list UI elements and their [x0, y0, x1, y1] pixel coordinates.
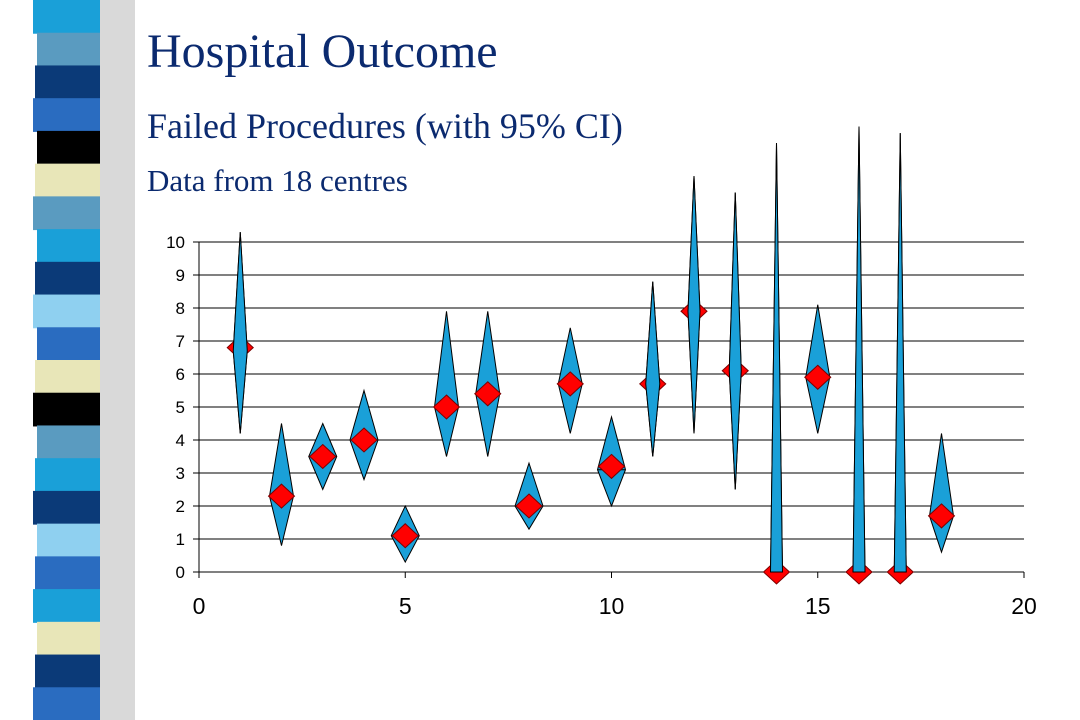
- y-tick-label: 9: [176, 266, 185, 285]
- stripe-band: [37, 229, 100, 263]
- y-tick-label: 8: [176, 299, 185, 318]
- point-marker: [556, 371, 584, 397]
- point-marker: [432, 394, 461, 420]
- point-marker: [597, 453, 626, 480]
- point-marker: [474, 381, 502, 407]
- stripe-shadow: [100, 0, 135, 720]
- stripe-band: [33, 392, 100, 427]
- stripe-band: [37, 327, 100, 361]
- y-tick-label: 4: [176, 431, 185, 450]
- stripe-band: [35, 261, 100, 296]
- ci-shape-overlay: [687, 175, 701, 434]
- point-marker: [350, 427, 378, 453]
- point-markers: [226, 126, 956, 585]
- y-tick-label: 2: [176, 497, 185, 516]
- y-tick-labels: 0 1 2 3 4 5 6 7 8 9 10: [166, 233, 185, 582]
- page-title: Hospital Outcome: [147, 25, 498, 78]
- stripe-band: [35, 65, 100, 100]
- point-marker: [804, 364, 832, 390]
- stripe-band: [35, 556, 100, 591]
- y-tick-label: 10: [166, 233, 185, 252]
- chart-subtitle: Failed Procedures (with 95% CI): [147, 106, 623, 146]
- y-tick-label: 7: [176, 332, 185, 351]
- stripe-band: [35, 654, 100, 689]
- y-tick-label: 1: [176, 530, 185, 549]
- ci-shape-overlay: [769, 142, 784, 573]
- x-tick-labels: 0 5 10 15 20: [193, 593, 1037, 619]
- point-marker: [309, 443, 337, 470]
- y-tick-label: 0: [176, 563, 185, 582]
- point-marker: [927, 503, 956, 529]
- stripe-band: [37, 425, 100, 460]
- stripe-band: [33, 294, 100, 329]
- ci-shape: [928, 433, 955, 554]
- decorative-stripe: [33, 0, 135, 720]
- stripe-band: [33, 0, 100, 34]
- ci-shape: [433, 311, 460, 457]
- stripe-band: [35, 458, 100, 492]
- ci-shape-overlay: [893, 133, 907, 573]
- point-marker: [267, 483, 296, 509]
- ci-shape-overlay: [232, 232, 248, 434]
- x-tick-label: 10: [599, 593, 625, 619]
- stripe-band: [35, 163, 100, 198]
- x-tick-label: 20: [1011, 593, 1037, 619]
- stripe-band: [33, 98, 100, 132]
- point-marker: [391, 523, 419, 549]
- stripe-band: [33, 687, 100, 720]
- stripe-band: [37, 621, 100, 656]
- data-note: Data from 18 centres: [147, 163, 408, 198]
- ci-shape-overlay: [728, 192, 742, 490]
- stripe-band: [33, 196, 100, 231]
- stripe-band: [33, 490, 100, 525]
- y-tick-label: 3: [176, 464, 185, 483]
- y-tick-label: 6: [176, 365, 185, 384]
- x-tick-label: 0: [193, 593, 206, 619]
- stripe-band: [37, 32, 100, 67]
- stripe-band: [37, 523, 100, 558]
- ci-shapes: [232, 126, 955, 573]
- x-tick-label: 5: [399, 593, 412, 619]
- gridlines: [193, 241, 1025, 578]
- stripe-band: [37, 130, 100, 165]
- stripe-band: [35, 360, 100, 394]
- point-marker: [515, 493, 543, 519]
- ci-shape-overlay: [852, 126, 866, 573]
- ci-shape-overlay: [645, 281, 661, 457]
- x-tick-label: 15: [805, 593, 831, 619]
- y-tick-label: 5: [176, 398, 185, 417]
- stripe-band: [33, 589, 100, 623]
